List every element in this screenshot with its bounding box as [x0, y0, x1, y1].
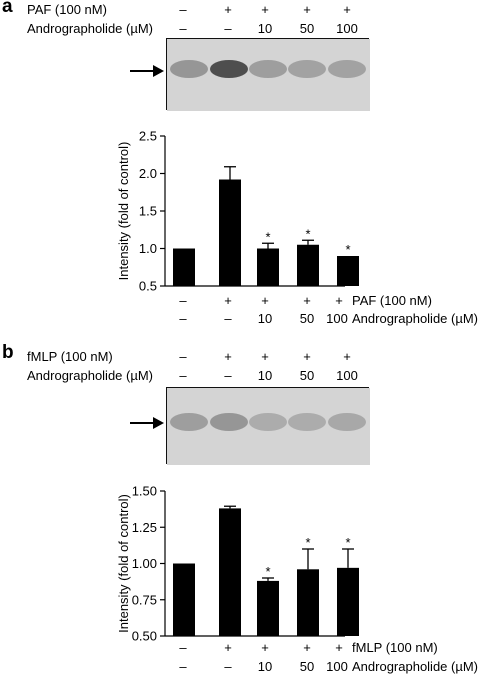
- bar: [219, 179, 241, 286]
- treatment-sign: +: [335, 640, 343, 655]
- gel-blot: [166, 38, 370, 111]
- dose-value: 50: [299, 21, 315, 36]
- dose-value: 10: [257, 21, 273, 36]
- gel-band: [210, 60, 248, 78]
- treatment-sign: +: [303, 293, 311, 308]
- treatment-label: PAF (100 nM): [27, 2, 107, 17]
- treatment-sign: +: [303, 640, 311, 655]
- y-axis-label: Intensity (fold of control): [116, 142, 131, 281]
- treatment-label: PAF (100 nM): [352, 293, 432, 308]
- andrographolide-label: Andrographolide (µM): [352, 659, 478, 674]
- treatment-sign: +: [261, 640, 269, 655]
- dose-value: –: [224, 311, 232, 326]
- right-arrow-icon: [130, 63, 164, 84]
- significance-marker: *: [345, 242, 350, 257]
- significance-marker: *: [265, 229, 270, 244]
- y-tick-label: 0.5: [139, 279, 157, 294]
- bar: [337, 256, 359, 286]
- significance-marker: *: [305, 535, 310, 550]
- gel-band: [249, 413, 287, 431]
- gel-band: [328, 60, 366, 78]
- gel-band: [328, 413, 366, 431]
- gel-band: [170, 60, 208, 78]
- dose-value: –: [224, 368, 232, 383]
- dose-value: 100: [336, 21, 358, 36]
- treatment-sign: +: [343, 2, 351, 17]
- dose-value: –: [179, 659, 187, 674]
- dose-value: 50: [299, 368, 315, 383]
- dose-value: 50: [299, 311, 315, 326]
- dose-value: –: [179, 311, 187, 326]
- treatment-sign: +: [224, 349, 232, 364]
- treatment-sign: +: [261, 2, 269, 17]
- dose-value: –: [179, 21, 187, 36]
- bar: [257, 580, 279, 636]
- treatment-sign: +: [224, 293, 232, 308]
- significance-marker: *: [345, 535, 350, 550]
- dose-value: 10: [257, 368, 273, 383]
- treatment-sign: +: [261, 349, 269, 364]
- dose-value: 100: [336, 368, 358, 383]
- bar: [297, 244, 319, 286]
- treatment-sign: +: [224, 640, 232, 655]
- y-axis-label: Intensity (fold of control): [116, 494, 131, 633]
- dose-value: 100: [326, 659, 348, 674]
- treatment-sign: +: [303, 2, 311, 17]
- gel-band: [170, 413, 208, 431]
- blot-background: [167, 388, 370, 465]
- andrographolide-label: Andrographolide (µM): [352, 311, 478, 326]
- treatment-sign: +: [224, 2, 232, 17]
- bar: [297, 569, 319, 636]
- treatment-sign: +: [261, 293, 269, 308]
- panel-letter: b: [2, 342, 14, 363]
- bar: [173, 563, 195, 636]
- gel-band: [249, 60, 287, 78]
- treatment-label: fMLP (100 nM): [352, 640, 438, 655]
- dose-value: 50: [299, 659, 315, 674]
- treatment-sign: +: [335, 293, 343, 308]
- treatment-sign: –: [179, 293, 187, 308]
- bar: [257, 248, 279, 286]
- treatment-sign: –: [179, 2, 187, 17]
- y-tick-label: 1.00: [132, 556, 157, 571]
- treatment-sign: +: [343, 349, 351, 364]
- y-tick-label: 1.25: [132, 520, 157, 535]
- y-tick-label: 2.0: [139, 166, 157, 181]
- gel-blot: [166, 387, 370, 465]
- bar: [337, 567, 359, 636]
- y-tick-label: 2.5: [139, 129, 157, 144]
- bar: [219, 508, 241, 636]
- y-tick-label: 0.75: [132, 592, 157, 607]
- bar: [173, 248, 195, 286]
- significance-marker: *: [305, 226, 310, 241]
- y-tick-label: 1.5: [139, 204, 157, 219]
- andrographolide-label: Andrographolide (µM): [27, 21, 153, 36]
- significance-marker: *: [265, 564, 270, 579]
- gel-band: [210, 413, 248, 431]
- dose-value: –: [224, 659, 232, 674]
- treatment-sign: –: [179, 349, 187, 364]
- dose-value: –: [179, 368, 187, 383]
- blot-background: [167, 39, 370, 111]
- gel-band: [288, 413, 326, 431]
- right-arrow-icon: [130, 415, 164, 436]
- y-tick-label: 1.50: [132, 484, 157, 499]
- y-tick-label: 1.0: [139, 241, 157, 256]
- treatment-sign: –: [179, 640, 187, 655]
- treatment-label: fMLP (100 nM): [27, 349, 113, 364]
- gel-band: [288, 60, 326, 78]
- dose-value: 100: [326, 311, 348, 326]
- y-tick-label: 0.50: [132, 629, 157, 644]
- bar-chart: 0.5 1.0 1.5 2.0 2.5 Intensity (fold of contro…: [116, 129, 359, 294]
- dose-value: 10: [257, 659, 273, 674]
- treatment-sign: +: [303, 349, 311, 364]
- dose-value: 10: [257, 311, 273, 326]
- andrographolide-label: Andrographolide (µM): [27, 368, 153, 383]
- panel-letter: a: [2, 0, 13, 17]
- dose-value: –: [224, 21, 232, 36]
